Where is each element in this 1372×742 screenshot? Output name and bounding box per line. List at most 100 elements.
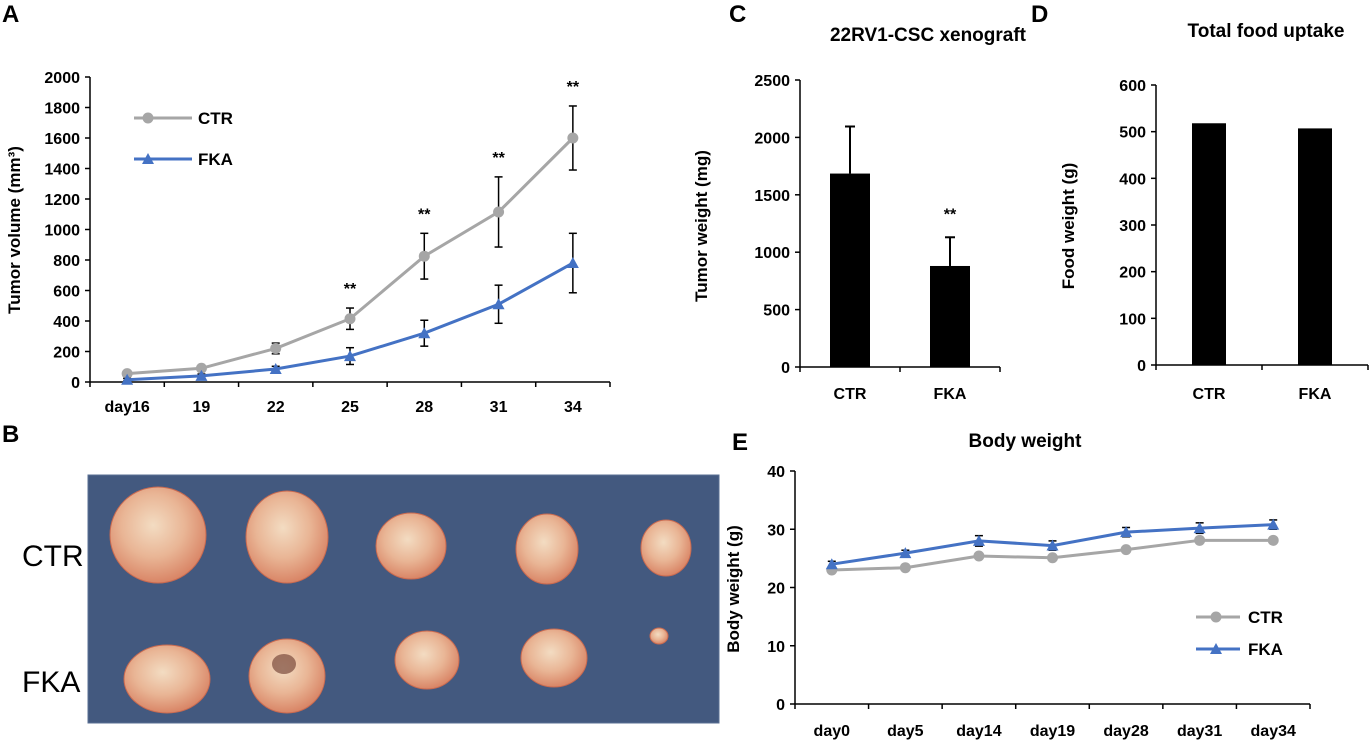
- tumor-fka-4: [520, 628, 588, 688]
- panel-d-xtick-label: CTR: [1193, 386, 1226, 403]
- panel-c-ytick-label: 2000: [754, 130, 790, 147]
- data-point-fka: [418, 327, 431, 339]
- panel-d-ytick-label: 300: [1119, 218, 1146, 235]
- data-point-ctr: [1047, 552, 1058, 564]
- tumor-fka-2-dark-spot: [272, 654, 296, 674]
- panel-c-ytick-label: 0: [781, 360, 790, 377]
- tumor-fka-2: [248, 638, 326, 714]
- data-point-ctr: [1267, 534, 1279, 546]
- panel-label-e: E: [732, 429, 748, 456]
- bar-ctr: [830, 173, 870, 367]
- panel-c-title: 22RV1-CSC xenograft: [830, 25, 1027, 46]
- tumor-ctr-2: [245, 490, 329, 584]
- panel-b-tumor-photo: CTR FKA: [22, 474, 720, 724]
- data-point-fka: [972, 534, 985, 546]
- panel-a-ytick-label: 1800: [44, 101, 80, 118]
- panel-d-xtick-label: FKA: [1299, 386, 1332, 403]
- panel-e-y-axis-label: Body weight (g): [724, 525, 743, 652]
- data-point-ctr: [493, 206, 505, 218]
- panel-e-title: Body weight: [969, 431, 1083, 452]
- panel-label-a: A: [2, 1, 19, 28]
- tumor-ctr-1: [109, 486, 207, 584]
- legend-ctr-marker: [142, 112, 154, 124]
- panel-e-legend: CTR FKA: [1196, 608, 1283, 659]
- panel-a-ytick-label: 1600: [44, 131, 80, 148]
- legend-fka-marker: [142, 153, 154, 164]
- photo-row-label-ctr: CTR: [22, 540, 84, 573]
- data-point-fka: [1046, 539, 1059, 551]
- legend-e-ctr-label: CTR: [1248, 608, 1283, 627]
- panel-a-xtick-label: 22: [267, 399, 285, 416]
- data-point-ctr: [195, 362, 207, 374]
- panel-e-xtick-label: day28: [1103, 723, 1148, 740]
- data-point-fka: [566, 257, 579, 269]
- data-point-fka: [1193, 522, 1206, 534]
- panel-a-xtick-label: 28: [415, 399, 433, 416]
- panel-c-xtick-label: FKA: [934, 386, 967, 403]
- panel-e-line-chart: Body weight Body weight (g) CTR FKA 0 10 2…: [724, 431, 1311, 740]
- panel-e-ytick-label: 10: [767, 639, 785, 656]
- bar-ctr: [1192, 123, 1226, 366]
- tumor-fka-1: [123, 644, 211, 714]
- data-point-fka: [1267, 518, 1280, 530]
- panel-e-xtick-label: day34: [1251, 723, 1296, 740]
- panel-a-xtick-label: 34: [564, 399, 582, 416]
- series-line-ctr: [127, 136, 574, 376]
- panel-a-ytick-label: 200: [53, 345, 80, 362]
- panel-a-line-chart: Tumor volume (mm³) CTR FKA 0 200 400 600 800…: [5, 70, 611, 416]
- data-point-ctr: [567, 132, 579, 144]
- legend-ctr-label: CTR: [198, 109, 233, 128]
- data-point-ctr: [418, 250, 430, 262]
- tumor-ctr-3: [375, 512, 447, 580]
- legend-e-ctr-marker: [1210, 611, 1222, 623]
- data-point-ctr: [973, 550, 985, 562]
- data-point-fka: [269, 363, 282, 375]
- data-point-fka: [899, 547, 912, 559]
- tumor-ctr-5: [640, 519, 692, 577]
- panel-d-ytick-label: 100: [1119, 311, 1146, 328]
- panel-c-bar-chart: 22RV1-CSC xenograft Tumor weight (mg) 0 5…: [692, 25, 1027, 403]
- panel-d-title: Total food uptake: [1188, 21, 1345, 42]
- panel-a-xtick-label: 19: [193, 399, 211, 416]
- panel-c-ytick-label: 500: [763, 303, 790, 320]
- panel-a-ytick-label: 1400: [44, 162, 80, 179]
- panel-e-xtick-label: day5: [887, 723, 924, 740]
- panel-d-ytick-label: 500: [1119, 125, 1146, 142]
- data-point-ctr: [899, 562, 911, 574]
- legend-e-fka-marker: [1210, 643, 1222, 654]
- panel-e-xtick-label: day0: [814, 723, 851, 740]
- data-point-ctr: [121, 368, 133, 380]
- significance-stars: **: [418, 206, 431, 223]
- panel-c-ytick-label: 2500: [754, 73, 790, 90]
- data-point-ctr: [1194, 534, 1206, 546]
- tumor-fka-5: [649, 627, 669, 645]
- panel-e-ytick-label: 30: [767, 522, 785, 539]
- significance-stars: **: [944, 206, 957, 223]
- panel-label-b: B: [2, 421, 19, 448]
- panel-a-xtick-label: 31: [490, 399, 508, 416]
- bar-fka: [1298, 128, 1332, 365]
- panel-c-y-axis-label: Tumor weight (mg): [692, 150, 711, 302]
- panel-c-ytick-label: 1000: [754, 245, 790, 262]
- photo-row-label-fka: FKA: [22, 666, 80, 699]
- panel-e-xtick-label: day31: [1177, 723, 1222, 740]
- panel-label-d: D: [1031, 1, 1048, 28]
- panel-e-ytick-label: 40: [767, 464, 785, 481]
- legend-e-fka-label: FKA: [1248, 640, 1283, 659]
- significance-stars: **: [492, 150, 505, 167]
- panel-label-c: C: [729, 1, 746, 28]
- panel-a-ytick-label: 1200: [44, 192, 80, 209]
- legend-fka-label: FKA: [198, 150, 233, 169]
- data-point-fka: [825, 558, 838, 570]
- panel-e-ytick-label: 20: [767, 581, 785, 598]
- data-point-ctr: [1120, 544, 1132, 556]
- panel-c-xtick-label: CTR: [834, 386, 867, 403]
- panel-a-xtick-label: 25: [341, 399, 359, 416]
- panel-e-ytick-label: 0: [776, 697, 785, 714]
- panel-a-legend: CTR FKA: [134, 109, 233, 169]
- data-point-ctr: [270, 342, 282, 354]
- panel-d-ytick-label: 200: [1119, 265, 1146, 282]
- data-point-fka: [492, 298, 505, 310]
- bar-fka: [930, 265, 970, 367]
